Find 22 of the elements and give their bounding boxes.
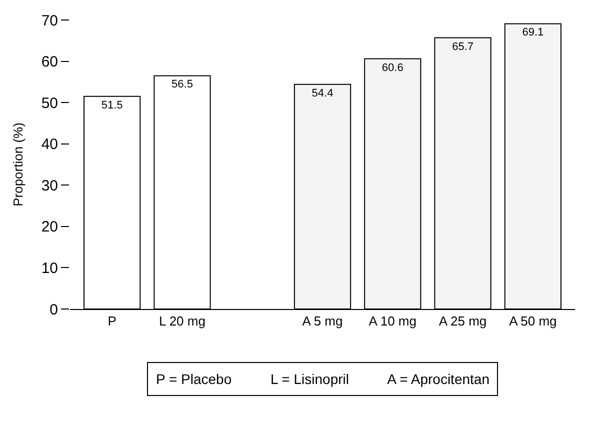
- data-label: 56.5: [172, 78, 193, 91]
- data-label: 54.4: [312, 87, 334, 100]
- y-tick-label: 50: [41, 94, 58, 112]
- y-tick-label: 70: [41, 12, 58, 30]
- x-tick-label: A 25 mg: [438, 314, 487, 329]
- y-axis-title: Proportion (%): [10, 122, 26, 206]
- y-tick-label: 0: [50, 301, 58, 318]
- y-tick-label: 10: [41, 260, 58, 277]
- x-tick-label: A 50 mg: [509, 314, 557, 329]
- y-tick-label: 60: [41, 54, 58, 71]
- x-tick-label: L 20 mg: [158, 314, 206, 329]
- data-label: 69.1: [522, 26, 544, 39]
- y-tick-label: 30: [41, 177, 58, 194]
- y-tick-label: 40: [41, 136, 58, 154]
- x-tick-label: P: [108, 314, 116, 329]
- data-label: 65.7: [452, 40, 474, 53]
- y-tick-label: 20: [41, 218, 58, 236]
- data-label: 51.5: [101, 99, 123, 112]
- x-tick-label: A 10 mg: [368, 314, 416, 329]
- data-label: 60.6: [382, 62, 404, 74]
- x-tick-label: A 5 mg: [302, 314, 343, 329]
- text: P = Placebo L = Lisinopril A = Aprocitentan: [156, 371, 490, 387]
